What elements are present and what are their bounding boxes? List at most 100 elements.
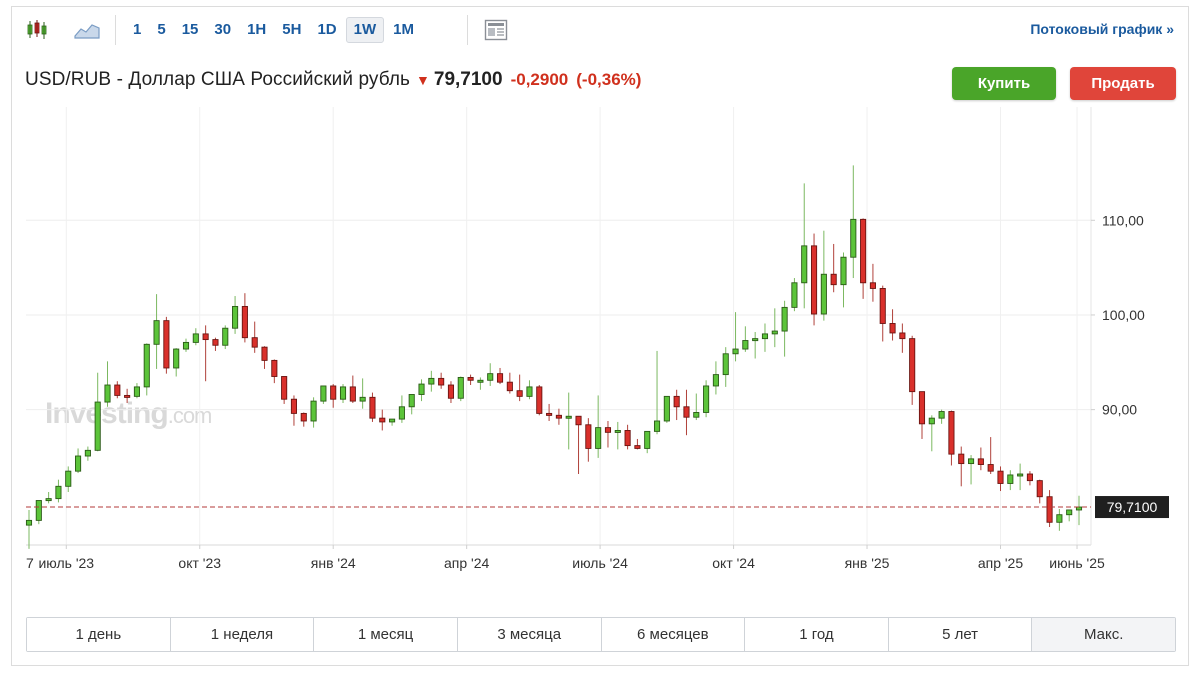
candle-body: [84, 449, 91, 457]
candle-body: [477, 379, 484, 383]
candle-body: [526, 386, 533, 397]
candle-body: [801, 245, 808, 284]
sell-button[interactable]: Продать: [1070, 67, 1176, 100]
candle-body: [565, 415, 572, 419]
x-tick-label: окт '23: [178, 555, 221, 571]
candle-body: [241, 305, 248, 339]
candle-body: [997, 470, 1004, 484]
x-tick-label: апр '25: [978, 555, 1024, 571]
x-tick-label: окт '24: [712, 555, 755, 571]
range-option[interactable]: 1 месяц: [314, 618, 458, 651]
candle-body: [889, 323, 896, 334]
candle-body: [722, 353, 729, 376]
candle-body: [1056, 514, 1063, 523]
candle-body: [104, 384, 111, 403]
interval-1m[interactable]: 1M: [393, 21, 414, 38]
candle-body: [673, 395, 680, 408]
candle-body: [536, 386, 543, 414]
candle-body: [899, 332, 906, 340]
instrument-header: USD/RUB - Доллар США Российский рубль ▼ …: [25, 67, 641, 93]
candle-body: [614, 430, 621, 433]
streaming-chart-link[interactable]: Потоковый график »: [1030, 21, 1174, 37]
candle-body: [771, 330, 778, 335]
candle-body: [791, 282, 798, 308]
candle-body: [918, 391, 926, 425]
candle-body: [948, 411, 955, 455]
candle-body: [133, 386, 140, 397]
candle-body: [290, 398, 298, 414]
x-tick-label: 7: [26, 555, 34, 571]
range-option[interactable]: 1 день: [27, 618, 171, 651]
interval-1[interactable]: 1: [133, 21, 142, 38]
candle-body: [467, 376, 474, 381]
interval-1h[interactable]: 1H: [247, 21, 267, 38]
candle-body: [693, 412, 700, 418]
toolbar-divider: [115, 15, 116, 45]
range-option[interactable]: 5 лет: [888, 618, 1033, 651]
candle-body: [45, 498, 52, 502]
candle-body: [398, 406, 405, 420]
interval-30[interactable]: 30: [214, 21, 232, 38]
candle-body: [810, 245, 818, 315]
interval-15[interactable]: 15: [181, 21, 199, 38]
candle-body: [359, 396, 366, 402]
candle-body: [909, 338, 916, 393]
candle-body: [369, 396, 376, 419]
interval-5[interactable]: 5: [157, 21, 166, 38]
candle-body: [575, 415, 582, 426]
time-range-selector: 1 день 1 неделя 1 месяц 3 месяца 6 месяцев 1 …: [26, 617, 1176, 652]
candle-body: [418, 383, 425, 395]
range-option[interactable]: 1 неделя: [170, 618, 315, 651]
candle-body: [300, 412, 307, 422]
candle-body: [75, 455, 82, 472]
candle-body: [624, 430, 631, 447]
candle-body: [781, 306, 788, 332]
range-option[interactable]: Макс.: [1032, 618, 1175, 651]
candle-body: [653, 420, 661, 432]
toolbar-divider: [467, 15, 468, 45]
range-option[interactable]: 3 месяца: [457, 618, 602, 651]
candle-body: [192, 333, 199, 343]
candle-body: [987, 464, 994, 472]
candle-body: [506, 381, 513, 392]
candle-body: [153, 320, 160, 345]
interval-selector: 1 5 15 30 1H 5H 1D 1W 1M: [126, 17, 423, 43]
area-chart-icon[interactable]: [70, 17, 104, 43]
news-layout-icon[interactable]: [481, 17, 511, 43]
candle-body: [663, 395, 670, 422]
last-price-tag: [1095, 496, 1169, 519]
candle-body: [1066, 509, 1073, 516]
candle-body: [114, 384, 121, 396]
candle-body: [968, 458, 975, 465]
buy-button[interactable]: Купить: [952, 67, 1056, 100]
candle-body: [742, 340, 749, 350]
y-tick-label: 90,00: [1102, 402, 1137, 418]
candle-body: [173, 348, 180, 369]
range-option[interactable]: 1 год: [745, 618, 889, 651]
candle-body: [977, 458, 984, 465]
interval-1d[interactable]: 1D: [317, 21, 337, 38]
candle-body: [94, 401, 101, 451]
x-tick-label: июнь '25: [1049, 555, 1105, 571]
candle-body: [850, 218, 857, 258]
candle-body: [958, 453, 965, 465]
interval-1w[interactable]: 1W: [345, 17, 385, 43]
candlestick-chart-icon[interactable]: [22, 17, 52, 43]
candle-body: [310, 400, 317, 422]
candle-body: [869, 282, 876, 289]
candle-body: [457, 376, 464, 399]
candle-body: [820, 273, 827, 315]
instrument-title: USD/RUB - Доллар США Российский рубль: [25, 69, 411, 90]
range-option[interactable]: 6 месяцев: [601, 618, 746, 651]
candle-body: [25, 519, 33, 526]
candle-body: [712, 374, 719, 387]
candle-body: [928, 417, 935, 425]
chart-widget: 1 5 15 30 1H 5H 1D 1W 1M Потоковый график » USD/…: [11, 6, 1189, 666]
candlestick-chart[interactable]: 7 июль '23 окт '23 янв '24 апр '24 июль '24 ок…: [12, 7, 1188, 607]
candle-body: [438, 377, 445, 386]
candle-body: [840, 256, 847, 286]
candle-body: [752, 338, 759, 342]
interval-5h[interactable]: 5H: [282, 21, 302, 38]
candle-body: [55, 485, 62, 500]
down-arrow-icon: ▼: [416, 72, 430, 88]
